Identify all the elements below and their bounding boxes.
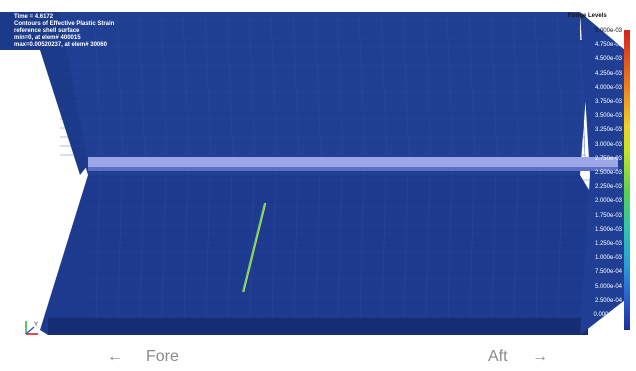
legend-value: 1.750e-03 <box>594 212 622 219</box>
mesh-line-vertical <box>315 170 321 319</box>
mesh-line-vertical <box>226 13 234 158</box>
triad-axis-label: Y <box>34 322 38 328</box>
mesh-line-vertical <box>446 13 454 158</box>
legend-value: 3.500e-03 <box>594 113 622 120</box>
weld-band <box>88 157 618 167</box>
mesh-line-vertical <box>381 170 387 319</box>
min-label: min=0, at elem# 400015 <box>14 35 81 41</box>
legend-value: 0.000e+00 <box>593 312 622 318</box>
axis-triad-icon: Y <box>25 321 38 335</box>
mesh-line-vertical <box>139 170 145 319</box>
legend-value: 3.000e-03 <box>594 141 622 148</box>
mesh-line-vertical <box>512 13 520 158</box>
aft-label: Aft <box>488 348 508 365</box>
legend-value: 2.500e-03 <box>594 170 622 176</box>
lower-hull-panel <box>40 175 625 335</box>
legend-value: 3.750e-03 <box>594 99 622 105</box>
mesh-line-vertical <box>491 170 497 319</box>
mesh-line-vertical <box>94 13 102 158</box>
mesh-line-vertical <box>336 13 344 158</box>
right-fold-edge <box>580 12 625 335</box>
legend-value: 4.000e-03 <box>594 84 622 91</box>
legend-value: 4.500e-03 <box>594 56 622 63</box>
fore-arrow-icon: ← <box>107 348 123 365</box>
mesh-line-vertical <box>358 13 366 158</box>
mesh-line-vertical <box>380 13 388 158</box>
mesh-line-vertical <box>117 170 123 319</box>
mesh-line-vertical <box>469 170 475 319</box>
legend-value: 2.500e-04 <box>594 297 622 304</box>
reference-label: reference shell surface <box>14 28 80 34</box>
mesh-line-vertical <box>271 170 277 319</box>
legend-value: 1.000e-03 <box>594 255 622 262</box>
mesh-line-vertical <box>490 13 498 158</box>
mesh-line-vertical <box>402 13 410 158</box>
mesh-line-vertical <box>138 13 146 158</box>
mesh-line-vertical <box>535 170 541 319</box>
legend-value: 5.000e-03 <box>594 28 622 34</box>
mesh-line-vertical <box>314 13 322 158</box>
mesh-line-vertical <box>578 13 586 158</box>
legend-value: 4.750e-03 <box>594 42 622 49</box>
mesh-line-vertical <box>205 170 211 319</box>
legend-value: 2.000e-03 <box>594 198 622 205</box>
mesh-line-vertical <box>293 170 299 319</box>
mesh-line-vertical <box>292 13 300 158</box>
mesh-line-vertical <box>227 170 233 319</box>
legend-value: 1.250e-03 <box>594 241 622 247</box>
legend-value: 5.000e-04 <box>594 283 622 290</box>
weld-band-shadow <box>88 167 618 171</box>
mesh-line-vertical <box>447 170 453 319</box>
mesh-line-vertical <box>161 170 167 319</box>
mesh-line-vertical <box>95 170 101 319</box>
fringe-plot-viewport: Time = 4.6172 Contours of Effective Plas… <box>0 12 630 335</box>
mesh-line-vertical <box>557 170 563 319</box>
mesh-line-vertical <box>468 13 476 158</box>
crack-fringe <box>242 202 266 293</box>
mesh-line-vertical <box>534 13 542 158</box>
legend-value: 4.250e-03 <box>594 70 622 77</box>
mesh-line-vertical <box>183 170 189 319</box>
mesh-line-vertical <box>248 13 256 158</box>
aft-arrow-icon: → <box>532 348 548 365</box>
mesh-line-vertical <box>424 13 432 158</box>
fore-label: Fore <box>146 348 179 365</box>
hull-mesh-model <box>0 12 625 335</box>
fringe-color-bar <box>624 30 630 330</box>
hull-base <box>48 318 588 335</box>
mesh-line-vertical <box>204 13 212 158</box>
mesh-line-vertical <box>337 170 343 319</box>
mesh-line-vertical <box>513 170 519 319</box>
mesh-line-vertical <box>160 13 168 158</box>
legend-title: Fringe Levels <box>568 13 607 19</box>
legend-value: 3.250e-03 <box>594 127 622 134</box>
mesh-line-vertical <box>359 170 365 319</box>
legend-value: 1.500e-03 <box>594 226 622 233</box>
mesh-grid <box>60 13 590 319</box>
mesh-line-vertical <box>270 13 278 158</box>
legend-value: 2.750e-03 <box>594 155 622 162</box>
mesh-line-vertical <box>116 13 124 158</box>
mesh-line-vertical <box>425 170 431 319</box>
left-edge-strip <box>0 12 88 175</box>
mesh-line-vertical <box>182 13 190 158</box>
mesh-line-vertical <box>403 170 409 319</box>
direction-indicator: ← Fore Aft → <box>0 340 636 371</box>
mesh-line-vertical <box>249 170 255 319</box>
time-label: Time = 4.6172 <box>14 14 54 20</box>
legend-value: 7.500e-04 <box>594 269 622 276</box>
max-label: max=0.00520237, at elem# 30060 <box>14 42 107 48</box>
legend-value: 2.250e-03 <box>594 184 622 191</box>
upper-hull-panel <box>0 12 590 175</box>
crack-fringe-highlight <box>243 202 267 293</box>
contour-label: Contours of Effective Plastic Strain <box>14 21 115 27</box>
mesh-line-vertical <box>556 13 564 158</box>
